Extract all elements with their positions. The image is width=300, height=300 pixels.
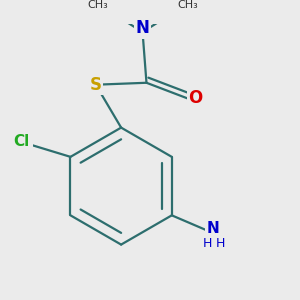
Text: Cl: Cl xyxy=(14,134,30,149)
Text: CH₃: CH₃ xyxy=(177,0,198,10)
Text: N: N xyxy=(206,220,219,236)
Text: H: H xyxy=(215,237,225,250)
Text: O: O xyxy=(188,89,202,107)
Text: S: S xyxy=(90,76,102,94)
Text: CH₃: CH₃ xyxy=(87,0,108,10)
Text: H: H xyxy=(203,237,212,250)
Text: N: N xyxy=(136,19,149,37)
